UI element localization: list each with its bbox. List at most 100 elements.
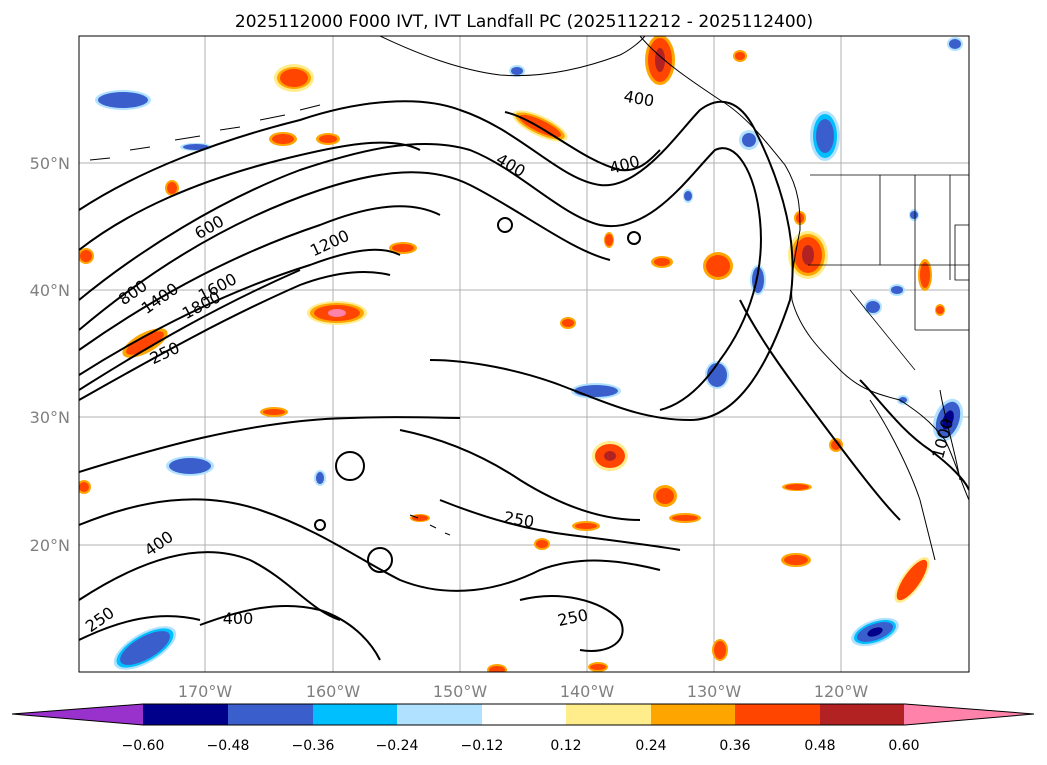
state-borders	[808, 174, 969, 371]
ivt-contour	[79, 271, 391, 401]
lon-label-130w: 130°W	[687, 682, 742, 701]
lon-label-140w: 140°W	[560, 682, 615, 701]
ivt-contour	[79, 141, 421, 251]
colorbar: −0.60 −0.48 −0.36 −0.24 −0.12 0.12 0.24 …	[11, 703, 1035, 754]
pc-blob	[864, 299, 882, 315]
pc-blob	[509, 65, 525, 77]
colorbar-segment	[566, 704, 652, 725]
pc-blob	[269, 132, 297, 146]
positive-pc-areas	[79, 36, 945, 672]
ivt-contour	[739, 299, 901, 521]
state-border	[808, 175, 969, 371]
pc-blob	[712, 639, 728, 661]
pc-blob	[307, 301, 367, 325]
pc-blob	[571, 383, 621, 399]
pc-blob	[782, 483, 812, 491]
coastline-aleutians	[89, 104, 321, 161]
colorbar-segment	[735, 704, 821, 725]
coastline-baja	[869, 399, 936, 561]
colorbar-extend-low	[12, 704, 143, 725]
pc-blob	[79, 480, 91, 494]
pc-blob	[932, 398, 964, 442]
pc-blob	[894, 557, 930, 603]
coastline-mexico	[939, 389, 961, 481]
colorbar-segment	[397, 704, 483, 725]
pc-blob	[592, 441, 628, 471]
pc-blob	[122, 328, 168, 358]
contour-label: 400	[223, 609, 254, 628]
longitude-labels: 170°W 160°W 150°W 140°W 130°W 120°W	[178, 682, 869, 701]
colorbar-tick-label: 0.60	[888, 738, 919, 754]
pc-blob	[410, 514, 430, 522]
pc-blob	[781, 553, 811, 567]
pc-blob	[389, 242, 417, 254]
pc-blob	[935, 304, 945, 316]
coastline-north-america	[639, 36, 969, 501]
pc-blob	[897, 395, 909, 405]
pc-blob	[572, 521, 600, 531]
pc-blob	[733, 50, 747, 62]
pc-blob	[947, 37, 963, 51]
colorbar-tick-label: 0.24	[635, 738, 666, 754]
gridlines	[79, 36, 969, 672]
ivt-contour	[314, 519, 326, 531]
ivt-contour	[79, 551, 341, 621]
pc-blob	[512, 110, 568, 142]
ivt-contour	[79, 205, 441, 351]
pc-blob	[739, 130, 759, 150]
figure-title: 2025112000 F000 IVT, IVT Landfall PC (20…	[235, 12, 813, 32]
pc-blob	[703, 252, 733, 280]
pc-blob	[705, 361, 729, 389]
pc-blob	[314, 470, 326, 486]
pc-blob	[651, 256, 673, 268]
colorbar-tick-label: −0.36	[292, 738, 335, 754]
colorbar-tick-label: 0.12	[550, 738, 581, 754]
ivt-contour	[504, 111, 661, 172]
map-panel: 400 400 400 600 800 1200 1400 1600 1800 …	[78, 35, 970, 673]
ivt-contour	[627, 231, 641, 245]
pc-blob	[165, 180, 179, 196]
ivt-contour	[367, 547, 393, 573]
lat-label-20n: 20°N	[30, 536, 70, 555]
pc-blob	[95, 90, 151, 110]
ivt-contour	[859, 379, 969, 491]
pc-blob	[889, 284, 905, 296]
pc-blob	[274, 64, 314, 92]
ivt-contour	[79, 142, 762, 411]
ivt-contour	[199, 605, 381, 661]
map-frame	[78, 35, 970, 673]
colorbar-segment	[313, 704, 399, 725]
colorbar-tick-label: −0.48	[207, 738, 250, 754]
pc-blob	[909, 209, 919, 221]
lat-label-30n: 30°N	[30, 408, 70, 427]
lon-label-150w: 150°W	[433, 682, 488, 701]
pc-blob	[645, 36, 675, 85]
pc-blob	[829, 438, 843, 452]
pc-blob	[316, 133, 340, 145]
pc-blob	[534, 538, 550, 550]
pc-blob	[166, 456, 214, 476]
lon-label-170w: 170°W	[178, 682, 233, 701]
colorbar-ticks: −0.60 −0.48 −0.36 −0.24 −0.12 0.12 0.24 …	[122, 738, 920, 754]
colorbar-segment	[228, 704, 314, 725]
lon-label-120w: 120°W	[814, 682, 869, 701]
negative-pc-areas	[95, 37, 964, 670]
colorbar-tick-label: −0.12	[461, 738, 504, 754]
pc-blob	[487, 664, 507, 672]
coastline-alaska	[379, 36, 646, 77]
colorbar-segment	[820, 704, 906, 725]
ivt-contour	[79, 498, 661, 592]
pc-blob	[918, 259, 932, 291]
ivt-contour	[497, 217, 513, 233]
pc-blob	[79, 248, 94, 264]
colorbar-segment	[651, 704, 737, 725]
pc-blob	[604, 232, 614, 248]
pc-blob	[588, 662, 608, 672]
ivt-contour	[519, 595, 624, 652]
lat-label-40n: 40°N	[30, 281, 70, 300]
colorbar-segment	[482, 704, 568, 725]
pc-blob	[683, 189, 693, 203]
pc-blob	[260, 407, 288, 417]
pc-blob	[653, 485, 677, 507]
ivt-contour	[79, 416, 461, 473]
